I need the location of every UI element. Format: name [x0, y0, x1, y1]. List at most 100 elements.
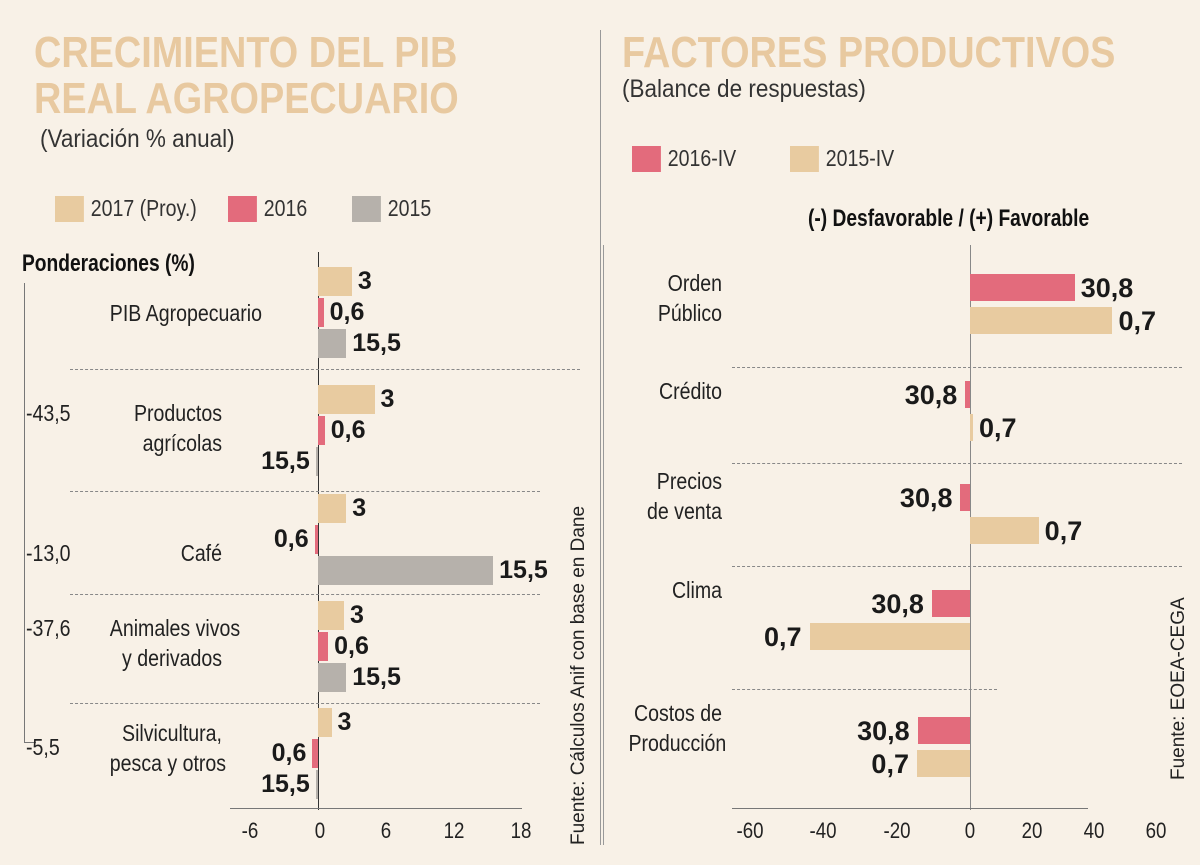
value-label: 0,7 [763, 622, 802, 652]
legend-2016-iv: 2016-IV [632, 145, 736, 172]
weight-value: -13,0 [26, 540, 71, 566]
bar-2016-iv [931, 590, 970, 617]
bar-2016 [314, 525, 318, 554]
legend-label: 2015-IV [825, 145, 895, 171]
bar-2015-iv [809, 623, 970, 650]
value-label: 0,6 [334, 632, 369, 660]
x-tick: 0 [314, 818, 326, 843]
bar-2015-iv [970, 517, 1039, 544]
bar-2017-proy- [318, 267, 352, 296]
group-divider [732, 367, 1182, 368]
bar-2015 [315, 770, 318, 799]
bar-2016 [318, 416, 325, 445]
category-label: Costos de Producción [628, 700, 727, 756]
x-tick: -20 [883, 818, 911, 843]
bar-2015 [318, 663, 347, 692]
value-label: 15,5 [261, 447, 310, 475]
x-tick: 6 [380, 818, 392, 843]
value-label: 15,5 [499, 556, 548, 584]
bar-2016-iv [970, 274, 1075, 301]
group-divider [70, 594, 540, 595]
x-tick: 0 [964, 818, 976, 843]
panel-divider [600, 30, 601, 845]
bar-2017-proy- [318, 601, 344, 630]
x-tick: 12 [443, 818, 464, 843]
left-subtitle: (Variación % anual) [40, 125, 235, 153]
group-divider [70, 491, 540, 492]
weight-value: -37,6 [26, 615, 71, 641]
value-label: 15,5 [261, 770, 310, 798]
category-label: Clima [672, 577, 722, 603]
value-label: 3 [380, 385, 395, 413]
category-label: Silvicultura, pesca y otros [109, 720, 227, 776]
value-label: 0,7 [871, 749, 909, 779]
bar-2016 [318, 632, 329, 661]
swatch-2015 [352, 195, 381, 222]
group-divider [732, 463, 1182, 464]
left-source: Fuente: Cálculos Anif con base en Dane [568, 505, 589, 845]
legend-2015: 2015 [352, 195, 431, 222]
x-tick: -40 [809, 818, 837, 843]
legend-2015-iv: 2015-IV [790, 145, 894, 172]
value-label: 0,7 [979, 413, 1017, 443]
value-label: 30,8 [871, 589, 924, 619]
legend-label: 2017 (Proy.) [90, 195, 197, 221]
value-label: 3 [349, 601, 364, 629]
bar-2015 [318, 556, 494, 585]
weight-value: -43,5 [26, 400, 71, 426]
x-axis [732, 808, 1088, 809]
value-label: 0,6 [330, 416, 366, 444]
x-tick: 40 [1083, 818, 1105, 843]
right-subtitle: (Balance de respuestas) [622, 75, 866, 103]
left-title: CRECIMIENTO DEL PIB REAL AGROPECUARIO [34, 28, 459, 123]
bar-2015 [315, 447, 318, 476]
category-label: Crédito [658, 378, 722, 404]
left-frame [603, 245, 604, 845]
value-label: 3 [337, 708, 352, 736]
weights-bracket-end [24, 742, 36, 743]
value-label: 30,8 [1080, 273, 1134, 303]
bar-2015 [318, 329, 347, 358]
bar-2017-proy- [318, 385, 375, 414]
value-label: 15,5 [352, 329, 401, 357]
x-axis [230, 808, 522, 809]
value-label: 0,6 [271, 739, 307, 767]
bar-2016-iv [965, 381, 970, 408]
swatch-2016 [228, 195, 257, 222]
x-tick: -60 [736, 818, 764, 843]
bar-2017-proy- [318, 494, 347, 523]
zero-axis [318, 252, 319, 810]
category-label: Animales vivos y derivados [109, 615, 241, 671]
bar-2017-proy- [318, 708, 332, 737]
swatch-2016-iv [632, 145, 661, 172]
value-label: 0,7 [1118, 306, 1156, 336]
weights-bracket [24, 283, 25, 743]
legend-2016: 2016 [228, 195, 307, 222]
bar-2015-iv [970, 307, 1113, 334]
right-source: Fuente: EOEA-CEGA [1168, 597, 1189, 780]
value-label: 3 [352, 494, 367, 522]
swatch-2017 [55, 195, 84, 222]
value-label: 0,6 [329, 298, 365, 326]
bar-2016-iv [917, 717, 970, 744]
value-label: 30,8 [899, 483, 953, 513]
value-label: 30,8 [857, 716, 910, 746]
swatch-2015-iv [790, 145, 819, 172]
legend-label: 2015 [387, 195, 432, 221]
weight-value: -5,5 [26, 734, 60, 760]
bar-2016 [318, 298, 324, 327]
legend-2017: 2017 (Proy.) [55, 195, 197, 222]
value-label: 30,8 [904, 380, 958, 410]
category-label: Orden Público [657, 270, 722, 326]
x-tick: -6 [241, 818, 259, 843]
value-label: 3 [357, 267, 372, 295]
x-tick: 60 [1145, 818, 1167, 843]
x-tick: 20 [1021, 818, 1043, 843]
bar-2015-iv [970, 414, 973, 441]
bar-2016-iv [960, 484, 970, 511]
right-title: FACTORES PRODUCTIVOS [622, 28, 1116, 77]
category-label: Precios de venta [646, 468, 722, 524]
group-divider [732, 566, 1182, 567]
group-divider [70, 369, 580, 370]
